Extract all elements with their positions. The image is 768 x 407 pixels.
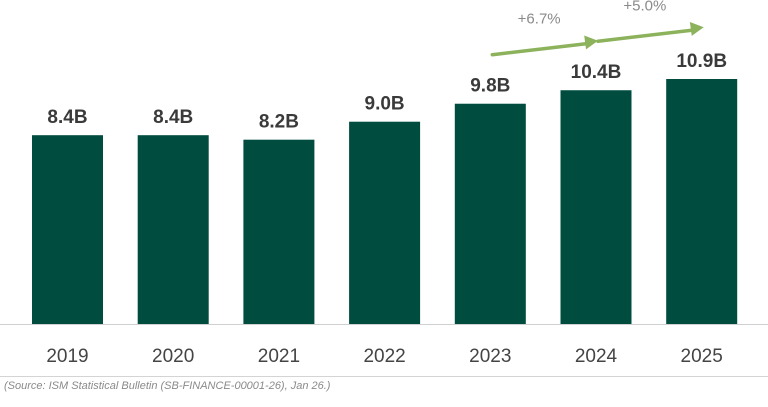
x-tick-label-2025: 2025 bbox=[681, 346, 723, 367]
x-tick-label-2021: 2021 bbox=[258, 346, 300, 367]
bar-2025 bbox=[666, 79, 738, 324]
source-note: (Source: ISM Statistical Bulletin (SB-FI… bbox=[4, 380, 331, 392]
bar-2021 bbox=[243, 139, 315, 324]
growth-label-1: +6.7% bbox=[518, 11, 561, 28]
bar-value-label-2021: 8.2B bbox=[259, 112, 299, 133]
growth-arrow-2 bbox=[596, 28, 694, 43]
bar-value-label-2019: 8.4B bbox=[47, 107, 87, 128]
bar-2022 bbox=[349, 121, 421, 324]
bar-2020 bbox=[137, 135, 209, 324]
x-tick-label-2019: 2019 bbox=[46, 346, 88, 367]
x-tick-label-2020: 2020 bbox=[152, 346, 194, 367]
growth-arrowhead-2 bbox=[689, 22, 704, 36]
growth-arrow-1 bbox=[490, 41, 588, 57]
chart-frame: 8.4B 2019 8.4B 2020 8.2B 2021 9.0B 2022 9.8B 2023… bbox=[0, 0, 768, 377]
x-tick-label-2024: 2024 bbox=[575, 346, 618, 367]
bar-value-label-2022: 9.0B bbox=[365, 94, 405, 115]
growth-label-2: +5.0% bbox=[623, 0, 666, 14]
x-tick-label-2023: 2023 bbox=[469, 346, 511, 367]
bar-2023 bbox=[454, 103, 526, 325]
bar-2024 bbox=[560, 90, 632, 325]
bar-chart: 8.4B 2019 8.4B 2020 8.2B 2021 9.0B 2022 9.8B 2023… bbox=[0, 0, 768, 367]
bar-2019 bbox=[32, 135, 103, 324]
bar-value-label-2020: 8.4B bbox=[153, 107, 193, 128]
bar-value-label-2025: 10.9B bbox=[676, 51, 727, 72]
bar-value-label-2024: 10.4B bbox=[571, 62, 622, 83]
x-tick-label-2022: 2022 bbox=[363, 346, 405, 367]
growth-arrowhead-1 bbox=[584, 35, 598, 50]
bar-value-label-2023: 9.8B bbox=[470, 76, 510, 97]
